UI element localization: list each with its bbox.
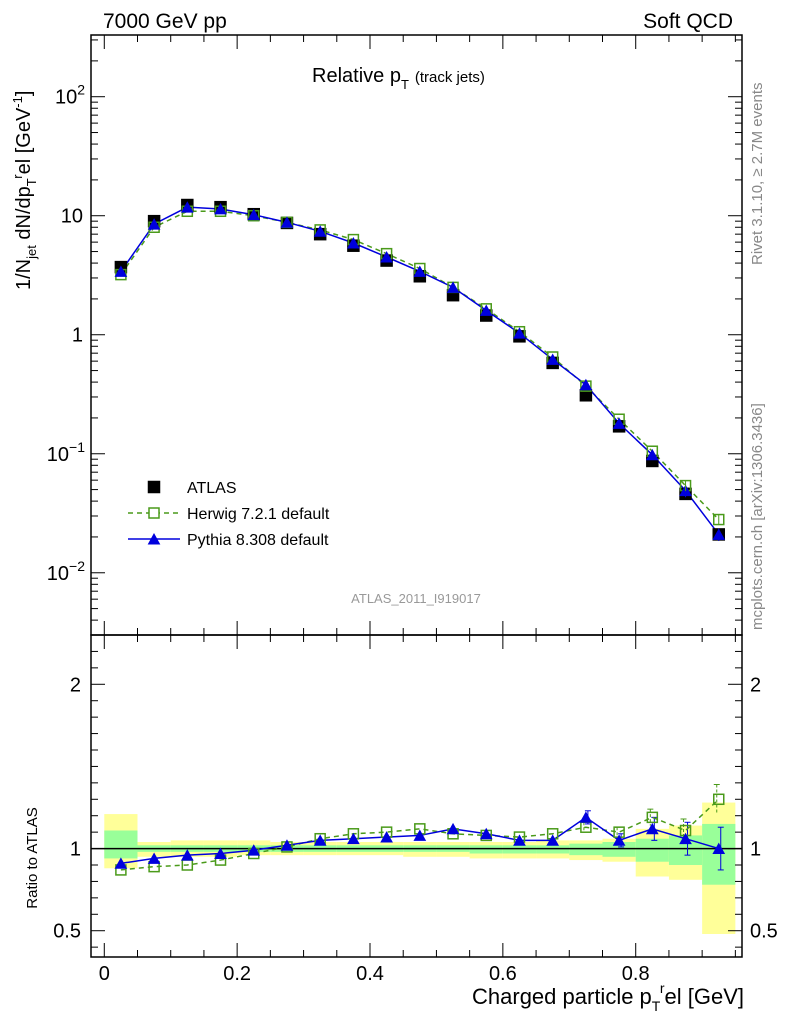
ratio-band-inner-15 <box>602 842 636 857</box>
y-axis-main-label-close: ] <box>13 91 35 97</box>
ratio-pythia-point-3 <box>214 847 227 859</box>
side-label-top: Rivet 3.1.10, ≥ 2.7M events <box>749 83 766 266</box>
x-axis-label-text: Charged particle p <box>472 984 652 1009</box>
pythia-point-4 <box>247 208 261 221</box>
main-ytick-label-1: 10−1 <box>47 439 85 466</box>
pythia-point-13 <box>546 353 560 365</box>
ratio-ytick-label-right-2: 2 <box>750 674 761 696</box>
ratio-pythia-point-18 <box>712 842 726 855</box>
pythia-point-6 <box>313 225 327 237</box>
ratio-herwig-line <box>120 798 720 871</box>
pythia-point-14 <box>579 378 593 391</box>
y-axis-main-label-sub: jet <box>24 245 39 260</box>
legend-herwig-marker <box>148 507 160 519</box>
main-ytick-label-3: 10 <box>61 206 83 228</box>
ratio-pythia-point-15 <box>612 834 626 846</box>
ratio-pythia-point-17 <box>679 832 692 845</box>
x-axis-label-sub: T <box>652 998 661 1014</box>
ratio-pythia-point-2 <box>180 849 194 861</box>
ratio-frame <box>90 634 743 958</box>
y-axis-main-label-sup2: -1 <box>10 96 25 108</box>
ratio-pythia-point-8 <box>380 831 393 843</box>
herwig-line <box>120 210 720 521</box>
ratio-band-inner-16 <box>635 838 669 862</box>
header-left: 7000 GeV pp <box>103 10 227 33</box>
legend-label-2: Pythia 8.308 default <box>187 532 329 549</box>
ratio-panel: 0 0.2 0.4 0.6 0.8 0.5 0.5 1 1 2 2 <box>53 634 778 985</box>
ratio-xtick-label-1: 0.2 <box>223 963 251 985</box>
pythia-point-3 <box>214 202 227 215</box>
ratio-herwig-point-18 <box>713 793 725 806</box>
ratio-band-inner-14 <box>569 843 603 856</box>
ratio-ytick-label-right-0: 0.5 <box>750 921 778 943</box>
legend-atlas-marker <box>147 480 161 494</box>
pythia-point-0 <box>114 265 128 277</box>
ratio-pythia-point-10 <box>446 822 460 835</box>
ratio-band-inner-13 <box>536 845 570 854</box>
ratio-pythia-point-12 <box>513 834 526 846</box>
main-title-suffix: (track jets) <box>415 69 485 86</box>
legend: ATLAS Herwig 7.2.1 default Pythia 8.308 de… <box>128 480 330 549</box>
ratio-pythia-point-0 <box>114 857 128 869</box>
x-axis-label: Charged particle pTrel [GeV] <box>472 980 744 1014</box>
x-axis-label-sup: r <box>660 980 665 996</box>
ratio-ytick-label-left-1: 1 <box>70 839 81 861</box>
pythia-point-11 <box>479 304 493 316</box>
pythia-point-10 <box>446 281 460 293</box>
pythia-point-12 <box>513 327 526 339</box>
y-axis-main-label-text: 1/N <box>13 259 35 290</box>
y-axis-main-label-sub2: T <box>24 178 39 186</box>
ratio-pythia-point-1 <box>147 852 161 864</box>
legend-pythia-marker <box>147 533 161 545</box>
watermark: ATLAS_2011_I919017 <box>351 591 481 606</box>
side-label-bottom: mcplots.cern.ch [arXiv:1306.3436] <box>749 403 766 630</box>
ratio-band-inner-18 <box>702 823 736 885</box>
ratio-ytick-label-left-0: 0.5 <box>53 921 81 943</box>
ratio-pythia-point-13 <box>546 834 560 846</box>
ratio-xtick-label-4: 0.8 <box>622 963 650 985</box>
pythia-point-1 <box>147 218 161 230</box>
ratio-pythia-point-11 <box>479 827 493 840</box>
ratio-ytick-label-right-1: 1 <box>750 839 761 861</box>
ratio-pythia-point-4 <box>247 844 261 856</box>
main-title-text: Relative p <box>312 65 401 87</box>
ratio-pythia-point-5 <box>280 839 294 851</box>
y-axis-main-label-end: el [GeV <box>13 107 35 174</box>
pythia-point-9 <box>413 265 427 277</box>
ratio-band-inner-12 <box>502 845 537 854</box>
y-axis-main-label-sup: r <box>10 174 25 179</box>
pythia-point-5 <box>280 216 294 228</box>
ratio-pythia-point-6 <box>313 834 327 846</box>
pythia-point-15 <box>612 417 626 429</box>
main-panel: 10−2 10−1 1 10 102 <box>47 34 743 636</box>
legend-label-0: ATLAS <box>187 480 237 497</box>
y-axis-main-label-rest: dN/dp <box>13 186 35 245</box>
ratio-band-inner-0 <box>104 830 138 859</box>
pythia-point-7 <box>347 237 360 249</box>
ratio-herwig-point-16 <box>646 811 659 824</box>
ratio-pythia-point-16 <box>645 822 659 835</box>
main-title: Relative pT (track jets) <box>312 65 485 92</box>
ratio-band-inner-11 <box>469 845 503 854</box>
x-axis-label-suffix: el [GeV] <box>665 984 744 1009</box>
y-axis-ratio-label: Ratio to ATLAS <box>24 807 41 908</box>
ratio-xtick-label-2: 0.4 <box>356 963 384 985</box>
main-ytick-label-4: 102 <box>55 82 85 109</box>
main-ytick-label-2: 1 <box>72 325 83 347</box>
pythia-point-2 <box>180 201 194 213</box>
pythia-point-16 <box>645 448 659 461</box>
ratio-xtick-label-0: 0 <box>99 963 110 985</box>
ratio-pythia-point-7 <box>347 832 360 845</box>
ratio-ytick-label-left-2: 2 <box>70 674 81 696</box>
ratio-pythia-point-9 <box>413 829 427 841</box>
ratio-pythia-point-14 <box>579 811 593 823</box>
header-right: Soft QCD <box>643 10 733 33</box>
main-title-subscript: T <box>401 77 409 92</box>
main-ytick-label-0: 10−2 <box>47 558 85 585</box>
legend-label-1: Herwig 7.2.1 default <box>187 506 330 523</box>
ratio-xtick-label-3: 0.6 <box>489 963 517 985</box>
pythia-point-8 <box>380 251 393 263</box>
y-axis-main-label: 1/Njet dN/dpTrel [GeV-1] <box>10 91 39 290</box>
